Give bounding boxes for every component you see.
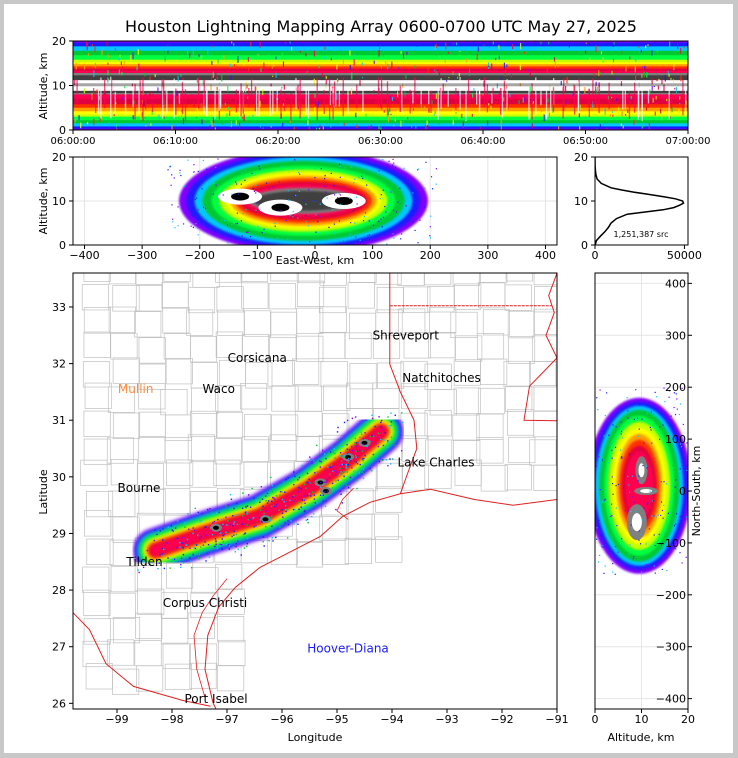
figure-frame xyxy=(4,4,733,753)
figure-title: Houston Lightning Mapping Array 0600-070… xyxy=(125,17,637,36)
